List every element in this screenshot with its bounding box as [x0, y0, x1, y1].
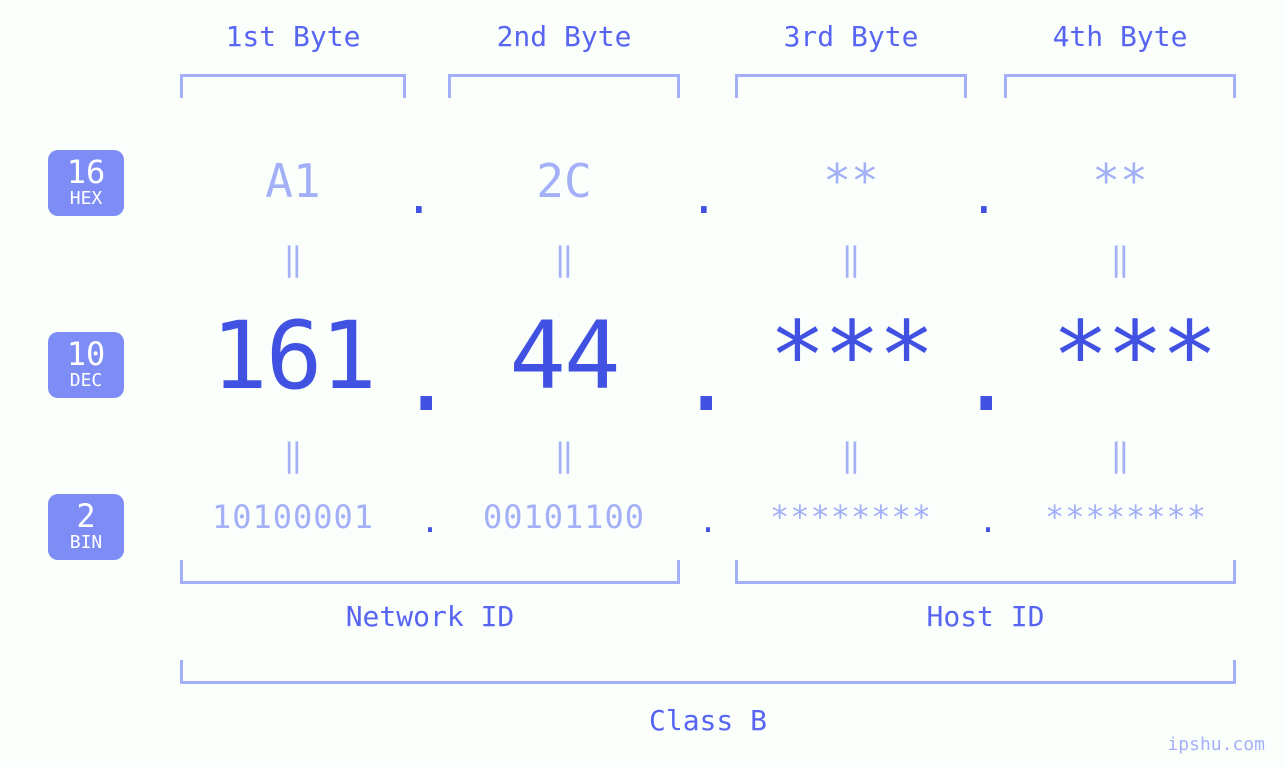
- dec-byte-1: 161: [160, 302, 426, 411]
- equals-2-1: ‖: [180, 436, 406, 474]
- watermark: ipshu.com: [1167, 734, 1265, 755]
- equals-1-4: ‖: [1004, 240, 1236, 278]
- radix-badge-bin: 2 BIN: [48, 494, 124, 560]
- class-label: Class B: [180, 704, 1236, 737]
- radix-badge-hex: 16 HEX: [48, 150, 124, 216]
- equals-2-4: ‖: [1004, 436, 1236, 474]
- hex-byte-2: 2C: [448, 154, 680, 208]
- bin-byte-4: ********: [996, 498, 1256, 536]
- network-id-bracket: [180, 560, 680, 584]
- hex-dot-1: .: [405, 170, 425, 224]
- bin-dot-3: .: [978, 502, 998, 540]
- radix-badge-dec-num: 10: [48, 338, 124, 370]
- byte-header-2: 2nd Byte: [448, 20, 680, 53]
- dec-byte-4: ***: [1004, 302, 1264, 411]
- equals-2-3: ‖: [735, 436, 967, 474]
- equals-1-1: ‖: [180, 240, 406, 278]
- class-bracket: [180, 660, 1236, 684]
- bin-byte-3: ********: [727, 498, 975, 536]
- byte-bracket-2: [448, 74, 680, 98]
- hex-byte-3: **: [735, 154, 967, 208]
- hex-dot-2: .: [690, 170, 710, 224]
- byte-bracket-1: [180, 74, 406, 98]
- dec-byte-2: 44: [448, 302, 680, 411]
- dec-byte-3: ***: [735, 302, 967, 411]
- bin-dot-1: .: [420, 502, 440, 540]
- bin-byte-1: 10100001: [170, 498, 416, 536]
- hex-byte-1: A1: [180, 154, 406, 208]
- byte-header-3: 3rd Byte: [735, 20, 967, 53]
- dec-dot-2: .: [678, 324, 718, 433]
- radix-badge-bin-tag: BIN: [48, 534, 124, 552]
- byte-header-4: 4th Byte: [1004, 20, 1236, 53]
- host-id-label: Host ID: [735, 600, 1236, 633]
- radix-badge-dec: 10 DEC: [48, 332, 124, 398]
- hex-dot-3: .: [970, 170, 990, 224]
- byte-bracket-3: [735, 74, 967, 98]
- radix-badge-hex-tag: HEX: [48, 190, 124, 208]
- radix-badge-hex-num: 16: [48, 156, 124, 188]
- radix-badge-bin-num: 2: [48, 500, 124, 532]
- bin-byte-2: 00101100: [440, 498, 688, 536]
- byte-header-1: 1st Byte: [180, 20, 406, 53]
- byte-bracket-4: [1004, 74, 1236, 98]
- network-id-label: Network ID: [180, 600, 680, 633]
- dec-dot-1: .: [398, 324, 438, 433]
- dec-dot-3: .: [958, 324, 998, 433]
- equals-2-2: ‖: [448, 436, 680, 474]
- host-id-bracket: [735, 560, 1236, 584]
- radix-badge-dec-tag: DEC: [48, 372, 124, 390]
- equals-1-2: ‖: [448, 240, 680, 278]
- equals-1-3: ‖: [735, 240, 967, 278]
- hex-byte-4: **: [1004, 154, 1236, 208]
- bin-dot-2: .: [698, 502, 718, 540]
